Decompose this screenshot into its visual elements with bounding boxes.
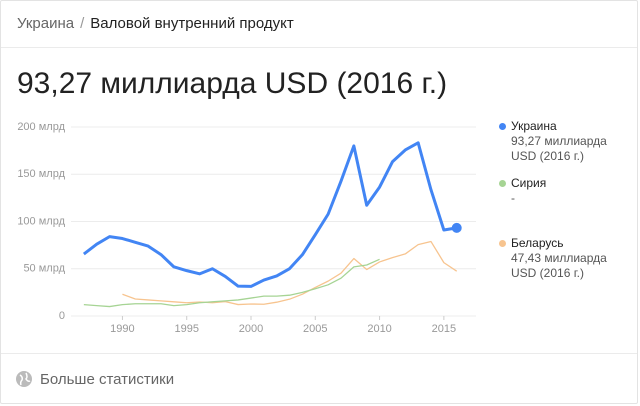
y-tick-label: 50 млрд [23, 263, 65, 275]
breadcrumb-current: Валовой внутренний продукт [90, 15, 294, 32]
footer[interactable]: Больше статистики [15, 370, 174, 388]
breadcrumb-separator: / [80, 15, 85, 32]
series-line [82, 141, 457, 288]
more-stats-link[interactable]: Больше статистики [40, 370, 175, 388]
last-point [451, 222, 462, 233]
series-line [83, 258, 380, 308]
legend-entry[interactable]: Сирия - [499, 176, 619, 206]
globe-icon [16, 371, 32, 387]
y-tick-label: 150 млрд [17, 168, 65, 180]
legend-value: - [511, 191, 515, 205]
legend-entry[interactable]: Беларусь 47,43 миллиарда USD (2016 г.) [499, 236, 619, 281]
y-tick-label: 0 [59, 310, 65, 322]
breadcrumb-parent[interactable]: Украина [17, 15, 75, 32]
legend-name: Беларусь [511, 236, 564, 250]
legend-dot [499, 240, 506, 247]
x-tick-label: 2015 [432, 323, 456, 335]
legend: Украина 93,27 миллиарда USD (2016 г.) Сири… [499, 119, 619, 293]
legend-name: Украина [511, 119, 557, 133]
legend-entry[interactable]: Украина 93,27 миллиарда USD (2016 г.) [499, 119, 619, 164]
x-tick-label: 2000 [239, 323, 263, 335]
legend-name: Сирия [511, 176, 547, 190]
divider [1, 47, 637, 48]
chart: 0 50 млрд 100 млрд 150 млрд 200 млрд 1990 1995… [17, 121, 476, 335]
legend-value: 47,43 миллиарда USD (2016 г.) [511, 251, 607, 280]
x-tick-label: 1995 [174, 323, 198, 335]
x-tick-label: 2005 [303, 323, 327, 335]
x-tick-label: 2010 [367, 323, 391, 335]
legend-value: 93,27 миллиарда USD (2016 г.) [511, 134, 607, 163]
headline: 93,27 миллиарда USD (2016 г.) [17, 67, 448, 100]
legend-dot [499, 180, 506, 187]
y-tick-label: 200 млрд [17, 121, 65, 133]
x-tick-label: 1990 [110, 323, 134, 335]
series-line [122, 240, 458, 306]
y-tick-label: 100 млрд [17, 215, 65, 227]
legend-dot [499, 123, 506, 130]
breadcrumb: Украина / Валовой внутренний продукт [17, 15, 294, 32]
divider [1, 353, 637, 354]
